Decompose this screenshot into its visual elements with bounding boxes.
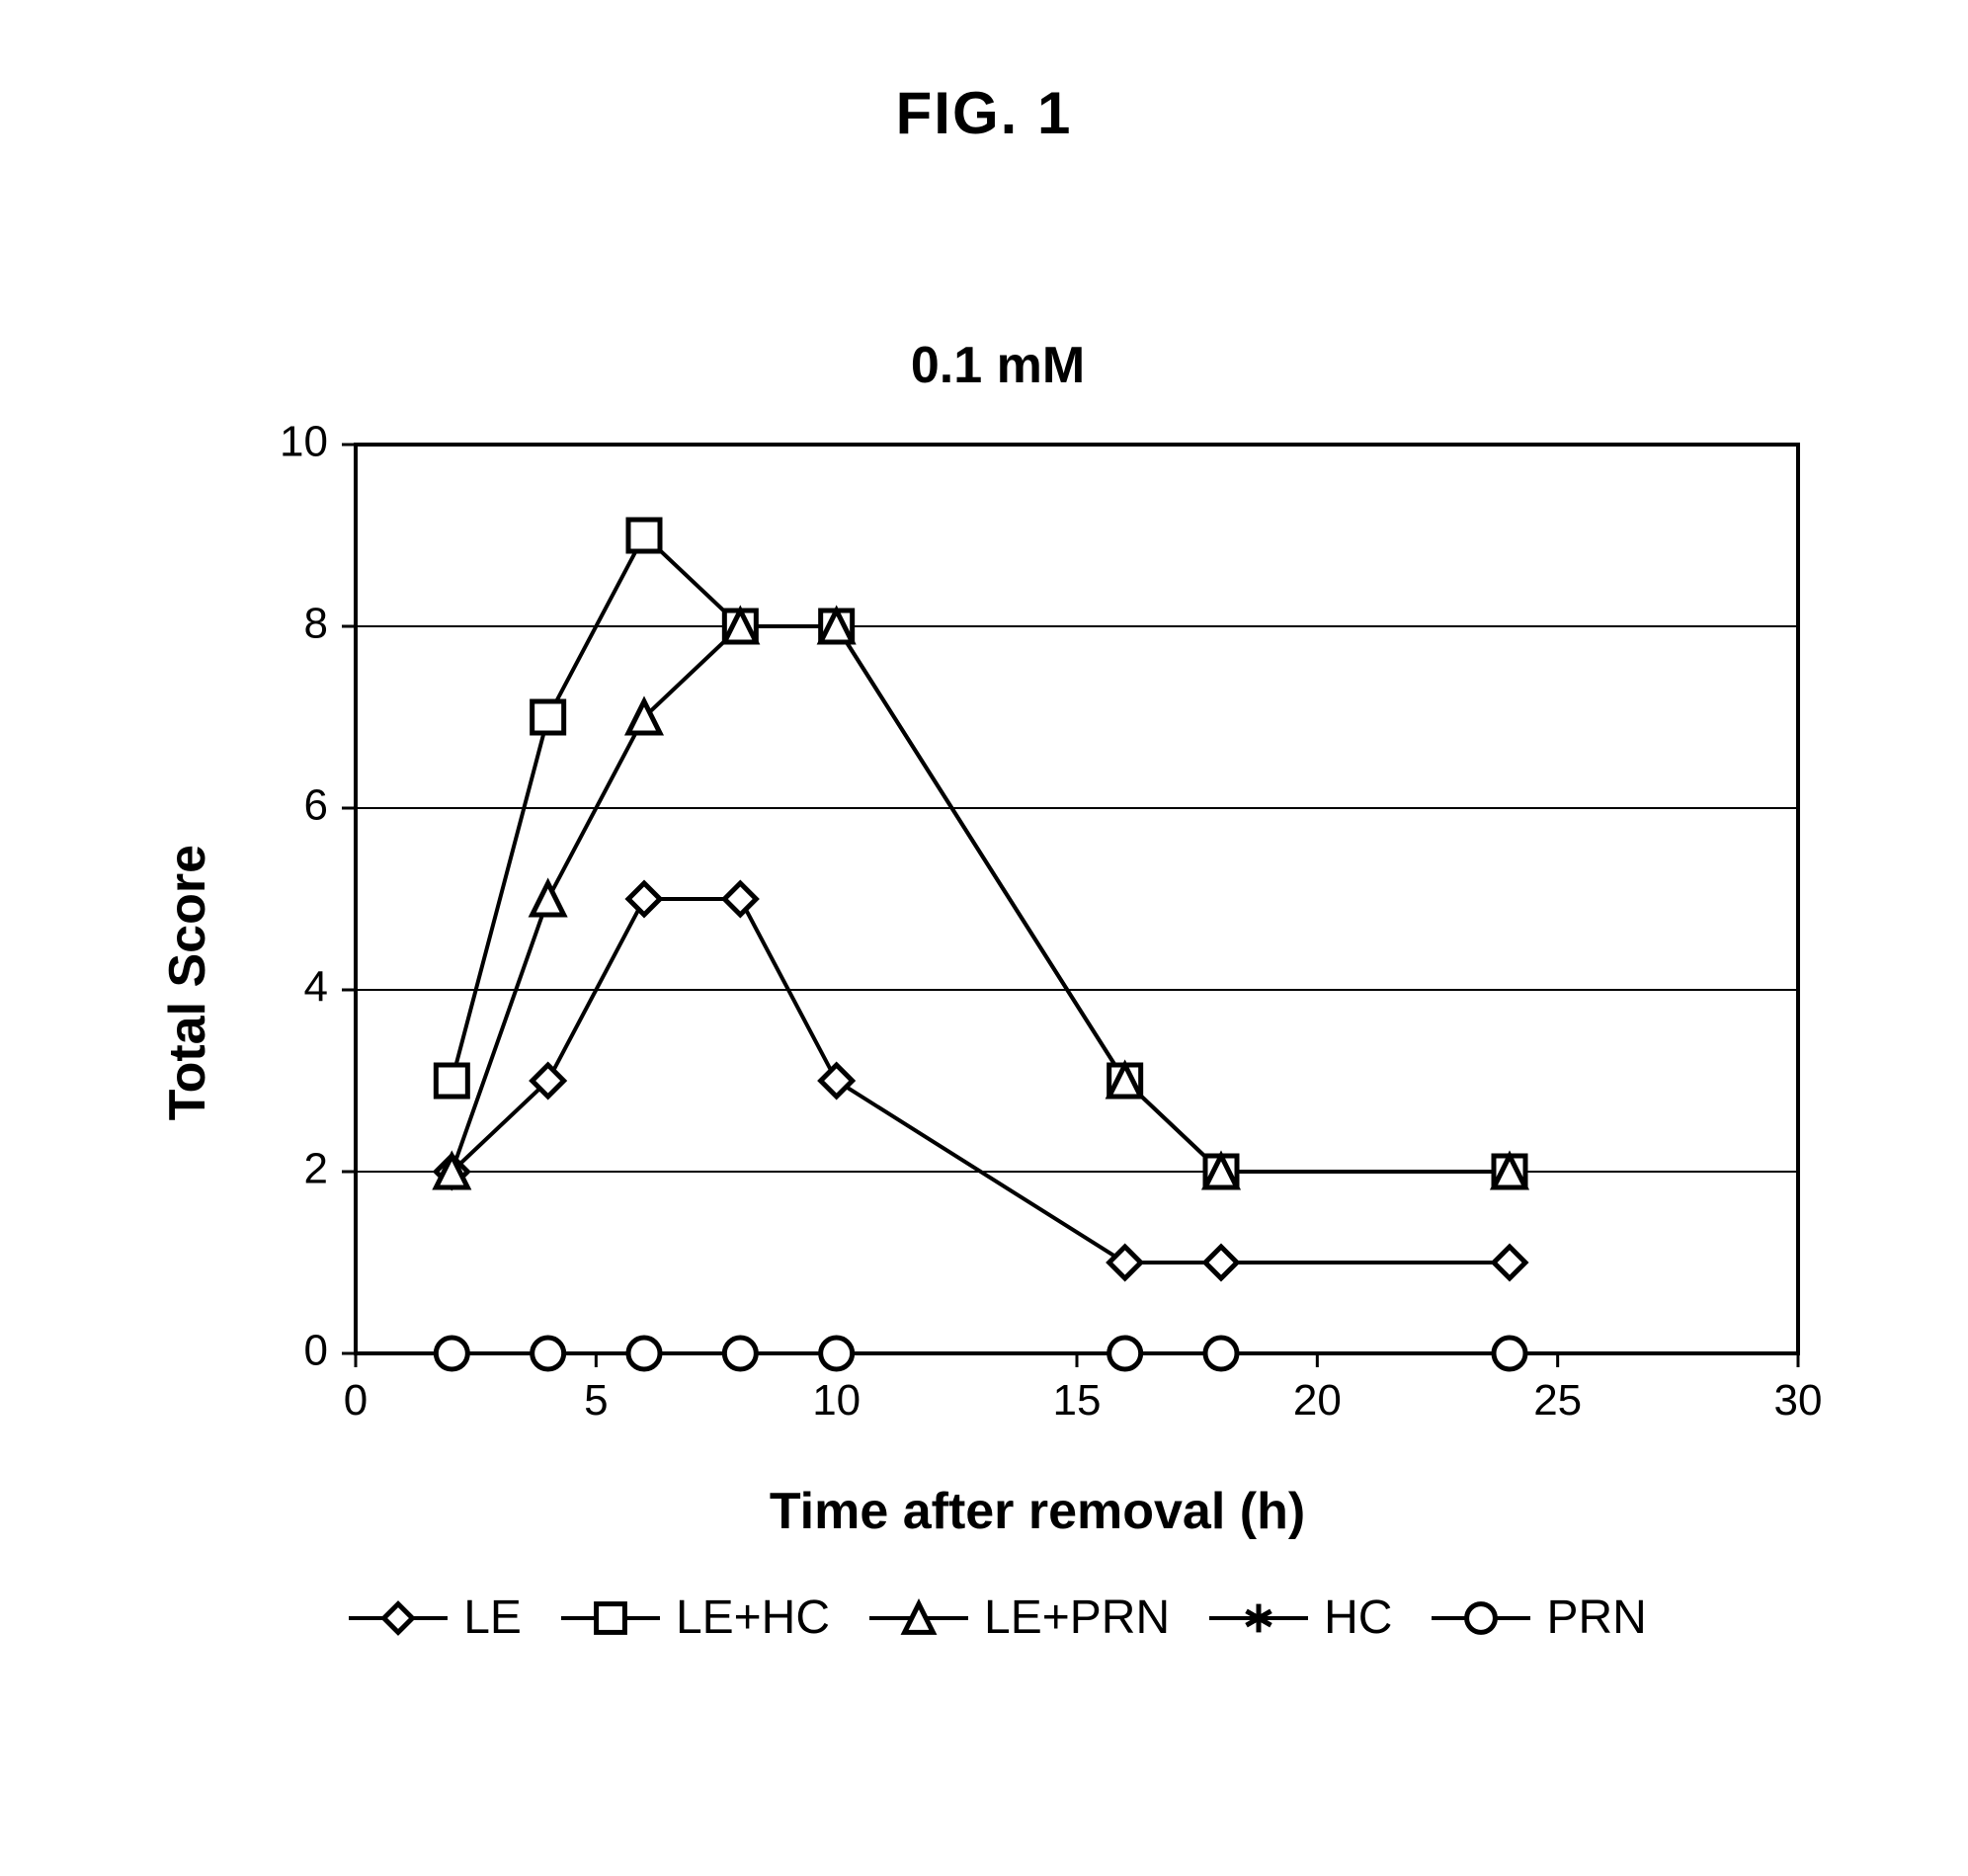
legend-label: LE [463, 1591, 522, 1645]
svg-text:20: 20 [1293, 1376, 1342, 1425]
legend-item: PRN [1432, 1591, 1646, 1645]
x-axis-label: Time after removal (h) [237, 1482, 1838, 1541]
svg-text:30: 30 [1774, 1376, 1823, 1425]
legend-swatch [1432, 1593, 1530, 1643]
svg-text:10: 10 [280, 425, 328, 466]
svg-text:10: 10 [812, 1376, 861, 1425]
svg-text:2: 2 [304, 1145, 328, 1193]
page: FIG. 1 0.1 mM Total Score 0 2 4 6 8 10 0 5 10 15 2… [0, 0, 1968, 1876]
legend-item: HC [1209, 1591, 1392, 1645]
svg-text:25: 25 [1533, 1376, 1582, 1425]
legend-label: PRN [1546, 1591, 1646, 1645]
legend-item: LE [349, 1591, 522, 1645]
figure-label: FIG. 1 [0, 79, 1968, 147]
legend-swatch [1209, 1593, 1308, 1643]
svg-text:5: 5 [584, 1376, 608, 1425]
legend-item: LE+HC [561, 1591, 830, 1645]
legend-swatch [561, 1593, 660, 1643]
legend-label: HC [1324, 1591, 1392, 1645]
legend-swatch [349, 1593, 448, 1643]
legend-label: LE+PRN [984, 1591, 1170, 1645]
chart-svg-wrap: 0 2 4 6 8 10 0 5 10 15 20 25 30 Time after removal (… [237, 425, 1838, 1541]
svg-text:0: 0 [344, 1376, 368, 1425]
legend-label: LE+HC [676, 1591, 830, 1645]
chart-svg: 0 2 4 6 8 10 0 5 10 15 20 25 30 [237, 425, 1838, 1452]
svg-text:6: 6 [304, 781, 328, 830]
legend-item: LE+PRN [869, 1591, 1170, 1645]
svg-text:4: 4 [304, 963, 328, 1012]
y-axis-label: Total Score [158, 845, 217, 1120]
svg-text:15: 15 [1053, 1376, 1102, 1425]
svg-text:8: 8 [304, 600, 328, 648]
chart-container: 0.1 mM Total Score 0 2 4 6 8 10 0 5 10 15 20 25 30 T… [158, 336, 1838, 1645]
legend-swatch [869, 1593, 968, 1643]
legend: LE LE+HC LE+PRN HC PRN [158, 1591, 1838, 1645]
chart-title: 0.1 mM [158, 336, 1838, 395]
svg-text:0: 0 [304, 1327, 328, 1375]
chart-row: Total Score 0 2 4 6 8 10 0 5 10 15 20 25 30 Time aft… [158, 425, 1838, 1541]
